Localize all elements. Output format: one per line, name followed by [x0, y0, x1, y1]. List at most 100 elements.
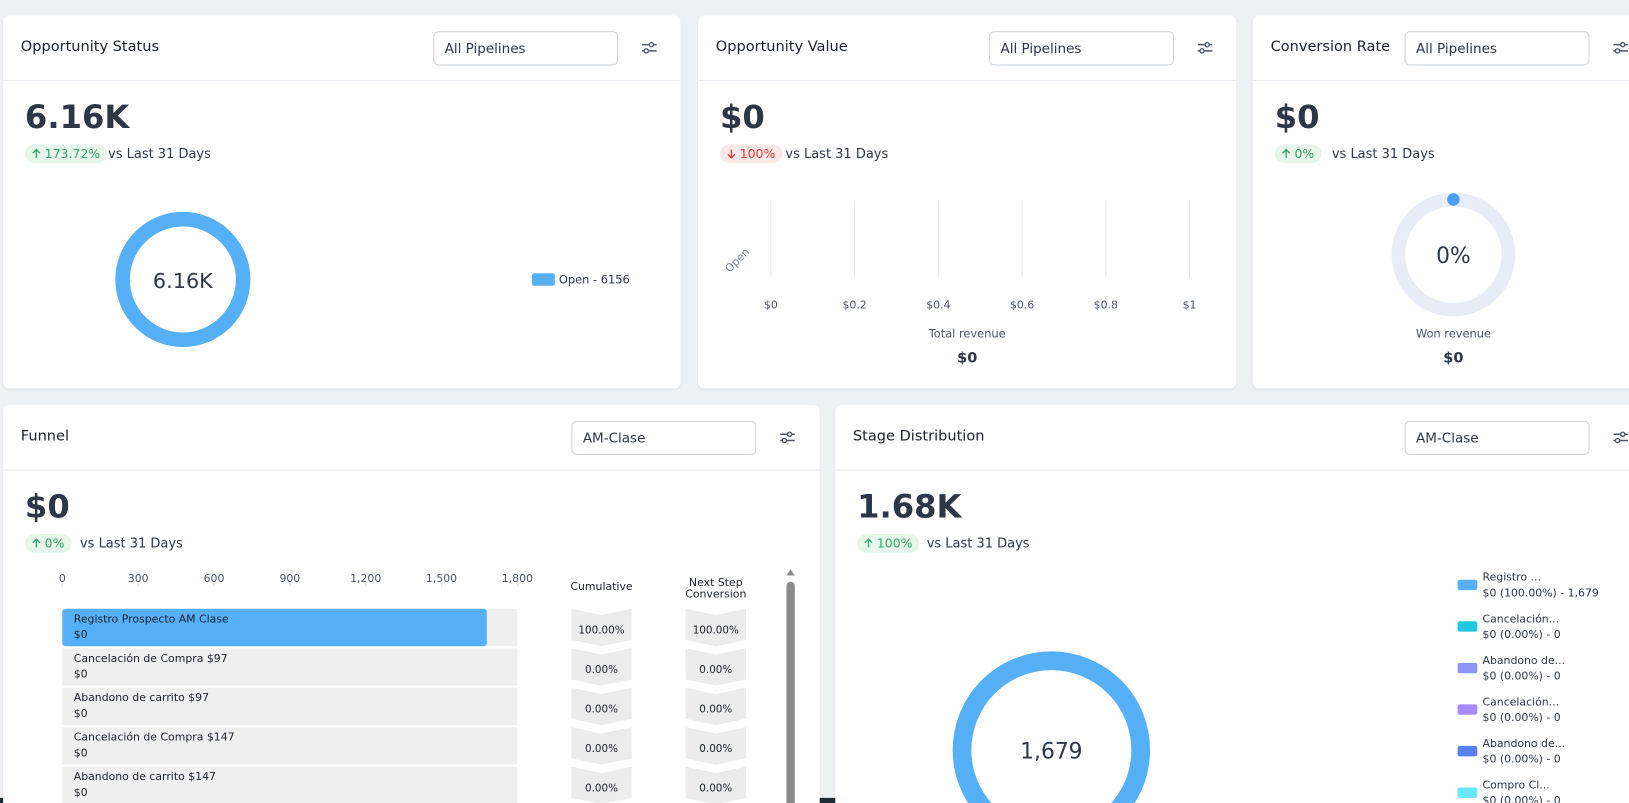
- footer-value: $0: [957, 351, 977, 367]
- icon-wrap[interactable]: [779, 429, 796, 446]
- headline-value: $0: [24, 488, 70, 526]
- x-tick-label: 1,500: [426, 572, 457, 585]
- gauge-track: [1391, 192, 1516, 317]
- chevron-cell: [571, 648, 632, 686]
- stage-cumulative: 0.00%: [585, 743, 618, 755]
- filter-knob: [781, 437, 788, 444]
- change-badge: 0%: [1274, 144, 1322, 164]
- filter-knob: [648, 41, 655, 48]
- stage-amount: $0: [74, 786, 88, 799]
- card: Funnel AM-Clase $0 0% vs Last 31 Days 0 300 600…: [3, 405, 820, 803]
- trend-arrow: [727, 149, 736, 159]
- filter-knob: [1620, 431, 1626, 438]
- legend-label: Abandono de...: [1483, 737, 1566, 750]
- legend-label: Cancelación...: [1483, 695, 1560, 708]
- stage-track: [62, 648, 518, 686]
- card-title: Opportunity Value: [715, 38, 848, 56]
- headline-value: $0: [1274, 98, 1320, 137]
- stage-name: Registro Prospecto AM Clase: [74, 612, 229, 625]
- stage-track: [62, 608, 518, 647]
- stage-amount: $0: [74, 667, 88, 680]
- legend-swatch: [1457, 662, 1478, 674]
- trend-arrow: [1282, 148, 1291, 158]
- donut-segment: [952, 651, 1151, 803]
- pipeline-dropdown[interactable]: All Pipelines: [989, 31, 1174, 66]
- x-tick-label: $0.6: [1010, 299, 1034, 312]
- pipeline-dropdown[interactable]: AM-Clase: [1404, 420, 1590, 456]
- card: Conversion Rate All Pipelines $0 0% vs Last …: [1252, 15, 1629, 389]
- legend-detail: $0 (100.00%) - 1,679: [1483, 586, 1599, 599]
- card-title: Opportunity Status: [20, 38, 160, 56]
- chevron-cell: [685, 687, 746, 726]
- donut-segment: [952, 651, 1151, 803]
- legend-detail: $0 (0.00%) - 0: [1483, 628, 1561, 641]
- icon-wrap[interactable]: [1612, 429, 1629, 446]
- x-tick-label: $0.4: [926, 299, 950, 312]
- donut-center-label: 6.16K: [153, 269, 214, 293]
- card-header: Stage Distribution AM-Clase: [835, 405, 1629, 471]
- category-label: Open: [722, 245, 752, 275]
- pipeline-dropdown[interactable]: AM-Clase: [571, 420, 757, 456]
- legend-detail: $0 (0.00%) - 0: [1483, 794, 1561, 803]
- comparison-label: vs Last 31 Days: [108, 145, 211, 162]
- card: Opportunity Value All Pipelines $0 100% vs L…: [698, 15, 1237, 389]
- headline-value: $0: [719, 98, 765, 137]
- legend-detail: $0 (0.00%) - 0: [1483, 753, 1561, 766]
- icon-wrap[interactable]: [1612, 39, 1629, 56]
- chevron-cell: [571, 687, 632, 726]
- x-tick-label: 0: [59, 572, 66, 585]
- change-badge: 173.72%: [24, 144, 108, 164]
- stage-amount: $0: [74, 707, 88, 720]
- legend-detail: $0 (0.00%) - 0: [1483, 711, 1561, 724]
- donut-segment: [952, 651, 1151, 803]
- trend-arrow-path: [32, 148, 41, 158]
- chevron-cell: [685, 648, 746, 686]
- card-header: Opportunity Status All Pipelines: [3, 16, 681, 82]
- x-tick-label: $1: [1183, 299, 1197, 312]
- column-header: Next Step Conversion: [685, 577, 747, 601]
- chevron-cell: [571, 727, 632, 765]
- pipeline-dropdown[interactable]: All Pipelines: [433, 31, 619, 66]
- change-value: 100%: [876, 536, 913, 551]
- comparison-label: vs Last 31 Days: [1331, 145, 1435, 162]
- chevron-cell: [685, 727, 746, 765]
- x-tick-label: 1,800: [502, 572, 533, 585]
- stage-cumulative: 0.00%: [585, 664, 618, 676]
- legend-swatch: [1457, 621, 1478, 632]
- stage-cumulative: 0.00%: [585, 704, 618, 716]
- change-value: 173.72%: [44, 146, 101, 162]
- trend-arrow: [32, 148, 41, 158]
- change-badge: 100%: [719, 144, 783, 164]
- comparison-label: vs Last 31 Days: [79, 535, 183, 551]
- gauge-label: 0%: [1436, 244, 1471, 269]
- trend-arrow-path: [864, 538, 873, 548]
- x-tick-label: 300: [128, 572, 149, 585]
- legend-label: Compro Cl...: [1483, 779, 1550, 792]
- legend-swatch: [1457, 704, 1478, 715]
- icon-wrap[interactable]: [641, 39, 658, 56]
- card: Stage Distribution AM-Clase 1.68K 100% vs La…: [835, 405, 1629, 803]
- stage-track: [62, 687, 518, 726]
- footer-label: Total revenue: [928, 327, 1006, 341]
- stage-cumulative: 100.00%: [578, 625, 624, 637]
- chevron-cell: [571, 608, 632, 647]
- change-value: 0%: [44, 536, 65, 551]
- x-tick-label: 600: [204, 572, 225, 585]
- comparison-label: vs Last 31 Days: [785, 145, 889, 162]
- stage-bar: [62, 608, 487, 647]
- icon-wrap[interactable]: [1197, 39, 1214, 56]
- legend-swatch: [1457, 787, 1478, 798]
- stage-amount: $0: [74, 628, 88, 641]
- donut-segment: [952, 651, 1151, 803]
- chevron-cell: [685, 608, 746, 647]
- trend-arrow: [864, 538, 873, 548]
- scroll-arrow: [786, 569, 795, 576]
- pipeline-dropdown[interactable]: All Pipelines: [1404, 31, 1590, 66]
- filter-knob: [786, 431, 793, 438]
- x-tick-label: $0.2: [842, 299, 866, 312]
- stage-track: [62, 766, 518, 803]
- stage-name: Cancelación de Compra $147: [74, 731, 235, 744]
- comparison-label: vs Last 31 Days: [926, 535, 1030, 551]
